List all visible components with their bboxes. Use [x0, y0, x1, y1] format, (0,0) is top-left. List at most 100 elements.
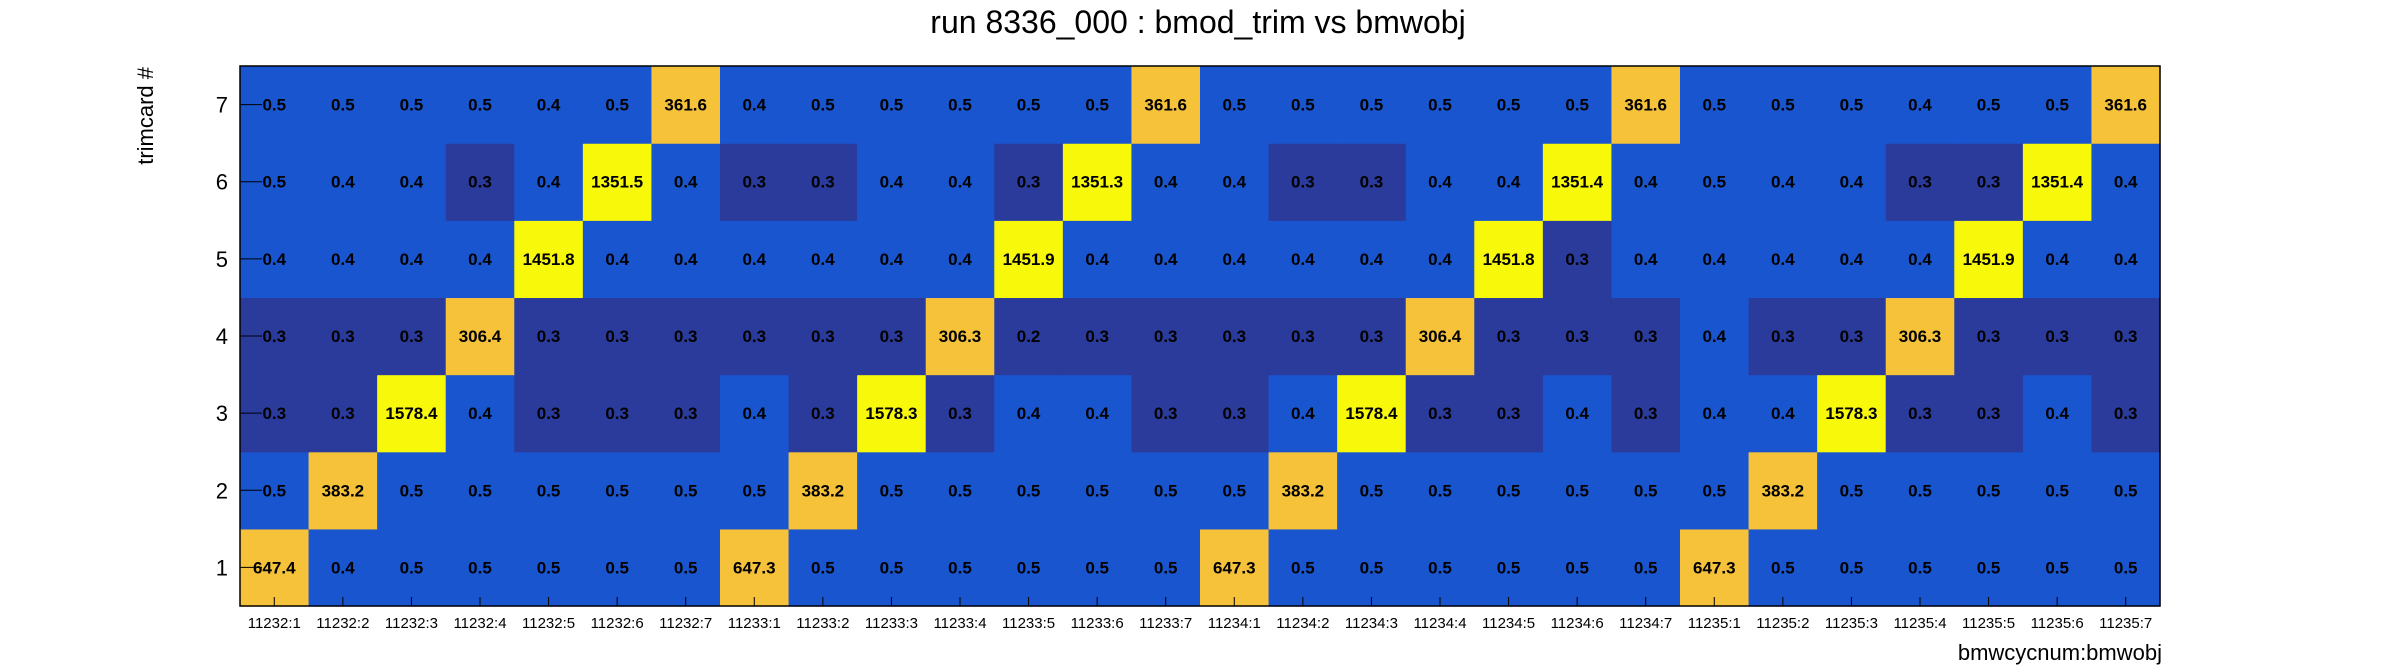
cell-value-label: 0.5 [1291, 96, 1315, 115]
heatmap-cell [1062, 451, 1133, 530]
heatmap-cell [514, 66, 584, 144]
cell-value-label: 0.4 [1634, 173, 1658, 192]
heatmap-cell [1885, 374, 1955, 453]
heatmap-cell [1062, 220, 1133, 299]
heatmap-cell [788, 66, 858, 144]
cell-value-label: 0.5 [1085, 481, 1109, 500]
x-tick-label: 11234:3 [1345, 615, 1398, 632]
heatmap-cell [1062, 374, 1133, 453]
cell-value-label: 0.3 [1977, 327, 2001, 346]
cell-value-label: 0.5 [2114, 558, 2138, 577]
cell-value-label: 0.4 [1634, 250, 1658, 269]
x-tick-label: 11235:7 [2099, 615, 2152, 632]
cell-value-label: 0.5 [262, 481, 286, 500]
cell-value-label: 306.4 [1419, 327, 1462, 346]
heatmap-cell [994, 143, 1064, 221]
cell-value-label: 0.4 [1771, 404, 1795, 423]
cell-value-label: 647.3 [1213, 558, 1256, 577]
heatmap-cell [1405, 451, 1475, 530]
y-tick-label: 3 [216, 401, 228, 426]
heatmap-cell [1954, 220, 2024, 299]
cell-value-label: 0.3 [1360, 327, 1384, 346]
cell-value-label: 0.3 [811, 327, 835, 346]
cell-value-label: 0.4 [400, 250, 424, 269]
heatmap-cell [1611, 374, 1681, 453]
cell-value-label: 0.3 [2114, 327, 2138, 346]
heatmap-cell [1200, 66, 1270, 144]
heatmap-cell [1062, 143, 1133, 221]
heatmap-cell [1062, 297, 1133, 376]
heatmap-cell [651, 528, 721, 607]
x-tick-label: 11232:4 [453, 615, 506, 632]
x-tick-label: 11235:2 [1756, 615, 1809, 632]
heatmap-cell [2091, 451, 2161, 530]
heatmap-cell [1611, 528, 1681, 607]
heatmap-cell [925, 528, 995, 607]
cell-value-label: 0.3 [1497, 404, 1521, 423]
cell-value-label: 0.5 [1908, 481, 1932, 500]
cell-value-label: 0.3 [1222, 327, 1246, 346]
heatmap-cell [2022, 143, 2093, 221]
heatmap-cell [1474, 374, 1544, 453]
cell-value-label: 0.4 [742, 96, 766, 115]
chart-title: run 8336_000 : bmod_trim vs bmwobj [930, 4, 1465, 40]
heatmap-cell [651, 297, 721, 376]
cell-value-label: 361.6 [1624, 96, 1667, 115]
heatmap-cell [1268, 451, 1338, 530]
cell-value-label: 647.4 [253, 558, 296, 577]
x-tick-label: 11235:6 [2031, 615, 2084, 632]
heatmap-cell [925, 451, 995, 530]
cell-value-label: 0.4 [331, 250, 355, 269]
cell-value-label: 0.5 [948, 481, 972, 500]
cell-value-label: 0.3 [1977, 404, 2001, 423]
heatmap-cell [1405, 528, 1475, 607]
cell-value-label: 0.5 [948, 96, 972, 115]
heatmap-cell [720, 451, 790, 530]
heatmap-cell [582, 451, 653, 530]
heatmap-cell [1748, 297, 1818, 376]
cell-value-label: 0.5 [1497, 96, 1521, 115]
cell-value-label: 1578.3 [1825, 404, 1877, 423]
heatmap-cell [1542, 220, 1613, 299]
heatmap-cell [857, 143, 927, 221]
cell-value-label: 0.5 [880, 558, 904, 577]
heatmap-cell [1954, 297, 2024, 376]
heatmap-cell [1748, 220, 1818, 299]
cell-value-label: 0.3 [1634, 327, 1658, 346]
heatmap-cell [1131, 297, 1201, 376]
cell-value-label: 0.4 [468, 404, 492, 423]
cell-value-label: 0.5 [742, 481, 766, 500]
cell-value-label: 0.5 [1154, 481, 1178, 500]
heatmap-cell [1542, 374, 1613, 453]
heatmap-cell [2022, 374, 2093, 453]
cell-value-label: 383.2 [802, 481, 845, 500]
cell-value-label: 0.4 [1840, 173, 1864, 192]
cell-value-label: 0.3 [1565, 327, 1589, 346]
cell-value-label: 0.5 [1154, 558, 1178, 577]
cell-value-label: 0.4 [742, 250, 766, 269]
cell-value-label: 0.4 [948, 173, 972, 192]
cell-value-label: 0.5 [468, 558, 492, 577]
cell-value-label: 0.5 [400, 481, 424, 500]
heatmap-cell [1474, 220, 1544, 299]
x-tick-label: 11232:5 [522, 615, 575, 632]
heatmap-cell [1748, 451, 1818, 530]
heatmap-cell [1337, 528, 1407, 607]
x-tick-label: 11235:5 [1962, 615, 2015, 632]
y-tick-label: 2 [216, 478, 228, 503]
heatmap-cell [1200, 220, 1270, 299]
cell-value-label: 383.2 [1762, 481, 1805, 500]
heatmap-cell [788, 374, 858, 453]
heatmap-cell [1337, 143, 1407, 221]
cell-value-label: 0.3 [1908, 173, 1932, 192]
heatmap-cell [1474, 451, 1544, 530]
heatmap-cell [514, 451, 584, 530]
heatmap-cell [788, 528, 858, 607]
cell-value-label: 0.5 [262, 96, 286, 115]
cell-value-label: 0.5 [1360, 558, 1384, 577]
heatmap-cell [1748, 528, 1818, 607]
cell-value-label: 0.3 [537, 327, 561, 346]
x-tick-label: 11234:4 [1413, 615, 1466, 632]
heatmap-cell [1680, 220, 1750, 299]
heatmap-cell [720, 528, 790, 607]
